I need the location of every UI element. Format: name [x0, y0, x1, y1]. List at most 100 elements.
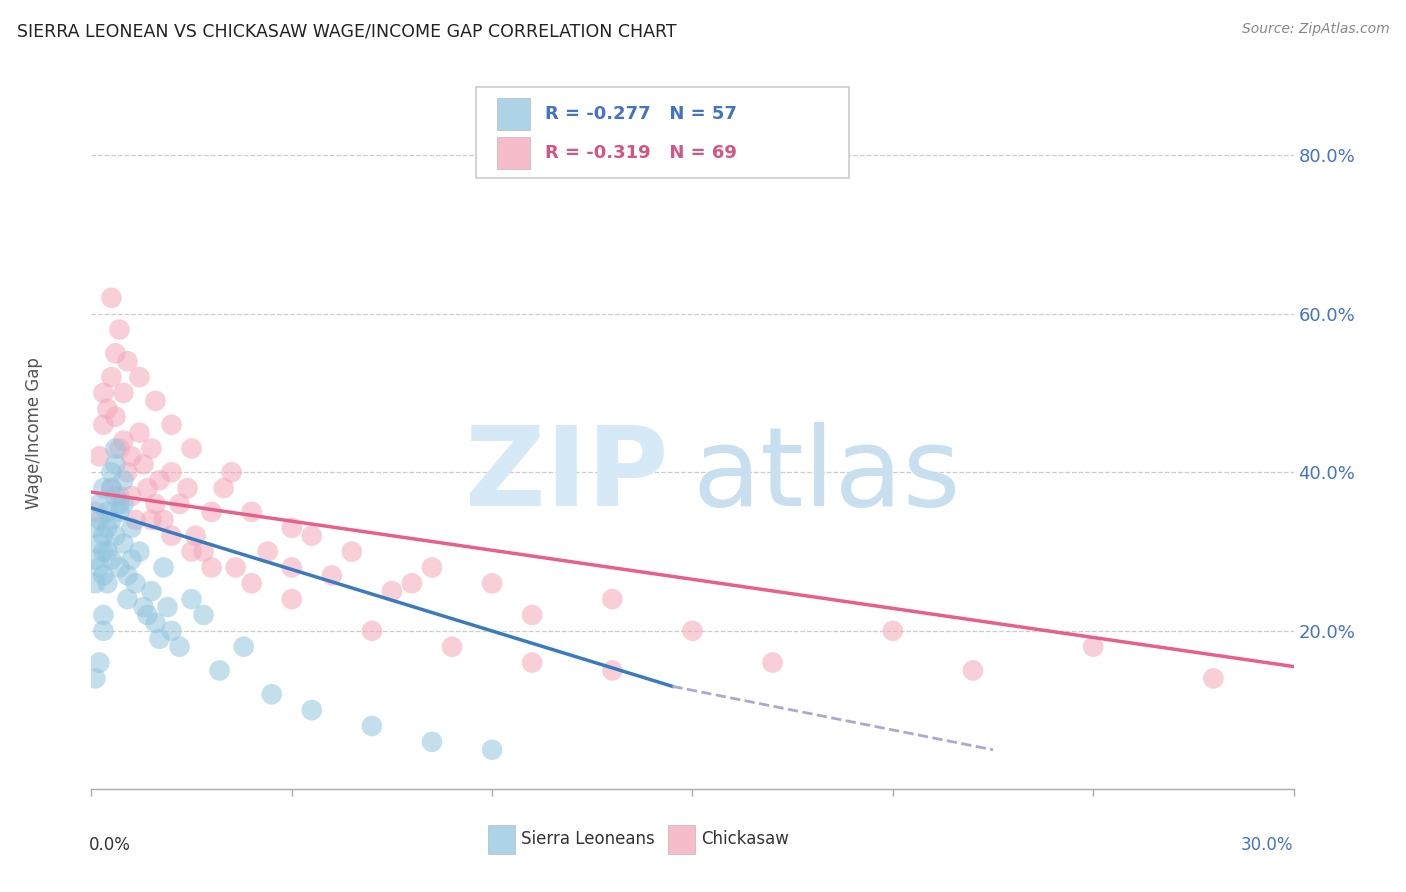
Point	[148, 473, 170, 487]
Point	[180, 442, 202, 456]
Point	[89, 536, 111, 550]
Point	[93, 386, 115, 401]
Point	[117, 568, 139, 582]
Point	[84, 552, 107, 566]
Point	[100, 481, 122, 495]
Point	[117, 592, 139, 607]
Point	[104, 489, 127, 503]
Point	[160, 529, 183, 543]
Point	[132, 458, 155, 472]
Point	[121, 521, 143, 535]
Point	[221, 465, 243, 479]
Point	[112, 536, 135, 550]
FancyBboxPatch shape	[496, 137, 530, 169]
Point	[281, 560, 304, 574]
Point	[84, 672, 107, 686]
Point	[104, 442, 127, 456]
Point	[401, 576, 423, 591]
Point	[136, 481, 159, 495]
Point	[104, 409, 127, 424]
Point	[169, 640, 191, 654]
Point	[240, 576, 263, 591]
Point	[360, 624, 382, 638]
Point	[193, 607, 215, 622]
Point	[121, 489, 143, 503]
Point	[145, 393, 167, 408]
Point	[240, 505, 263, 519]
Point	[152, 560, 174, 574]
Point	[420, 735, 443, 749]
Point	[481, 576, 503, 591]
Text: 0.0%: 0.0%	[89, 836, 131, 854]
Point	[89, 560, 111, 574]
Point	[100, 513, 122, 527]
FancyBboxPatch shape	[477, 87, 849, 178]
Point	[108, 560, 131, 574]
Point	[762, 656, 785, 670]
Point	[141, 442, 163, 456]
Point	[104, 529, 127, 543]
Point	[100, 465, 122, 479]
Point	[260, 687, 283, 701]
Point	[481, 743, 503, 757]
Point	[112, 497, 135, 511]
Point	[360, 719, 382, 733]
Point	[96, 521, 118, 535]
Text: 30.0%: 30.0%	[1241, 836, 1294, 854]
Point	[962, 664, 984, 678]
Point	[184, 529, 207, 543]
Point	[93, 544, 115, 558]
Point	[128, 370, 150, 384]
Point	[141, 584, 163, 599]
Point	[169, 497, 191, 511]
Point	[381, 584, 404, 599]
Point	[104, 346, 127, 360]
Point	[156, 600, 179, 615]
Point	[93, 568, 115, 582]
Point	[301, 703, 323, 717]
Point	[89, 497, 111, 511]
Text: Chickasaw: Chickasaw	[700, 830, 789, 848]
Point	[108, 505, 131, 519]
Point	[93, 417, 115, 432]
Point	[281, 521, 304, 535]
Point	[128, 425, 150, 440]
Point	[176, 481, 198, 495]
Text: R = -0.319   N = 69: R = -0.319 N = 69	[544, 145, 737, 162]
Point	[132, 600, 155, 615]
Point	[180, 544, 202, 558]
Point	[93, 529, 115, 543]
Point	[96, 576, 118, 591]
FancyBboxPatch shape	[668, 825, 695, 854]
Point	[180, 592, 202, 607]
Text: SIERRA LEONEAN VS CHICKASAW WAGE/INCOME GAP CORRELATION CHART: SIERRA LEONEAN VS CHICKASAW WAGE/INCOME …	[17, 22, 676, 40]
Point	[108, 442, 131, 456]
Point	[160, 465, 183, 479]
Point	[117, 465, 139, 479]
Point	[121, 450, 143, 464]
Point	[522, 607, 544, 622]
FancyBboxPatch shape	[496, 97, 530, 129]
Point	[1083, 640, 1105, 654]
Point	[321, 568, 343, 582]
Point	[301, 529, 323, 543]
Point	[440, 640, 463, 654]
Point	[208, 664, 231, 678]
Point	[522, 656, 544, 670]
Point	[160, 624, 183, 638]
Point	[89, 450, 111, 464]
Text: Wage/Income Gap: Wage/Income Gap	[25, 357, 42, 508]
Point	[93, 481, 115, 495]
Point	[100, 481, 122, 495]
Point	[100, 370, 122, 384]
Point	[602, 664, 624, 678]
Point	[160, 417, 183, 432]
Text: Source: ZipAtlas.com: Source: ZipAtlas.com	[1241, 22, 1389, 37]
Point	[108, 489, 131, 503]
Text: R = -0.277   N = 57: R = -0.277 N = 57	[544, 104, 737, 123]
Point	[193, 544, 215, 558]
Point	[128, 544, 150, 558]
Point	[124, 513, 146, 527]
Text: Sierra Leoneans: Sierra Leoneans	[520, 830, 654, 848]
Point	[117, 354, 139, 368]
